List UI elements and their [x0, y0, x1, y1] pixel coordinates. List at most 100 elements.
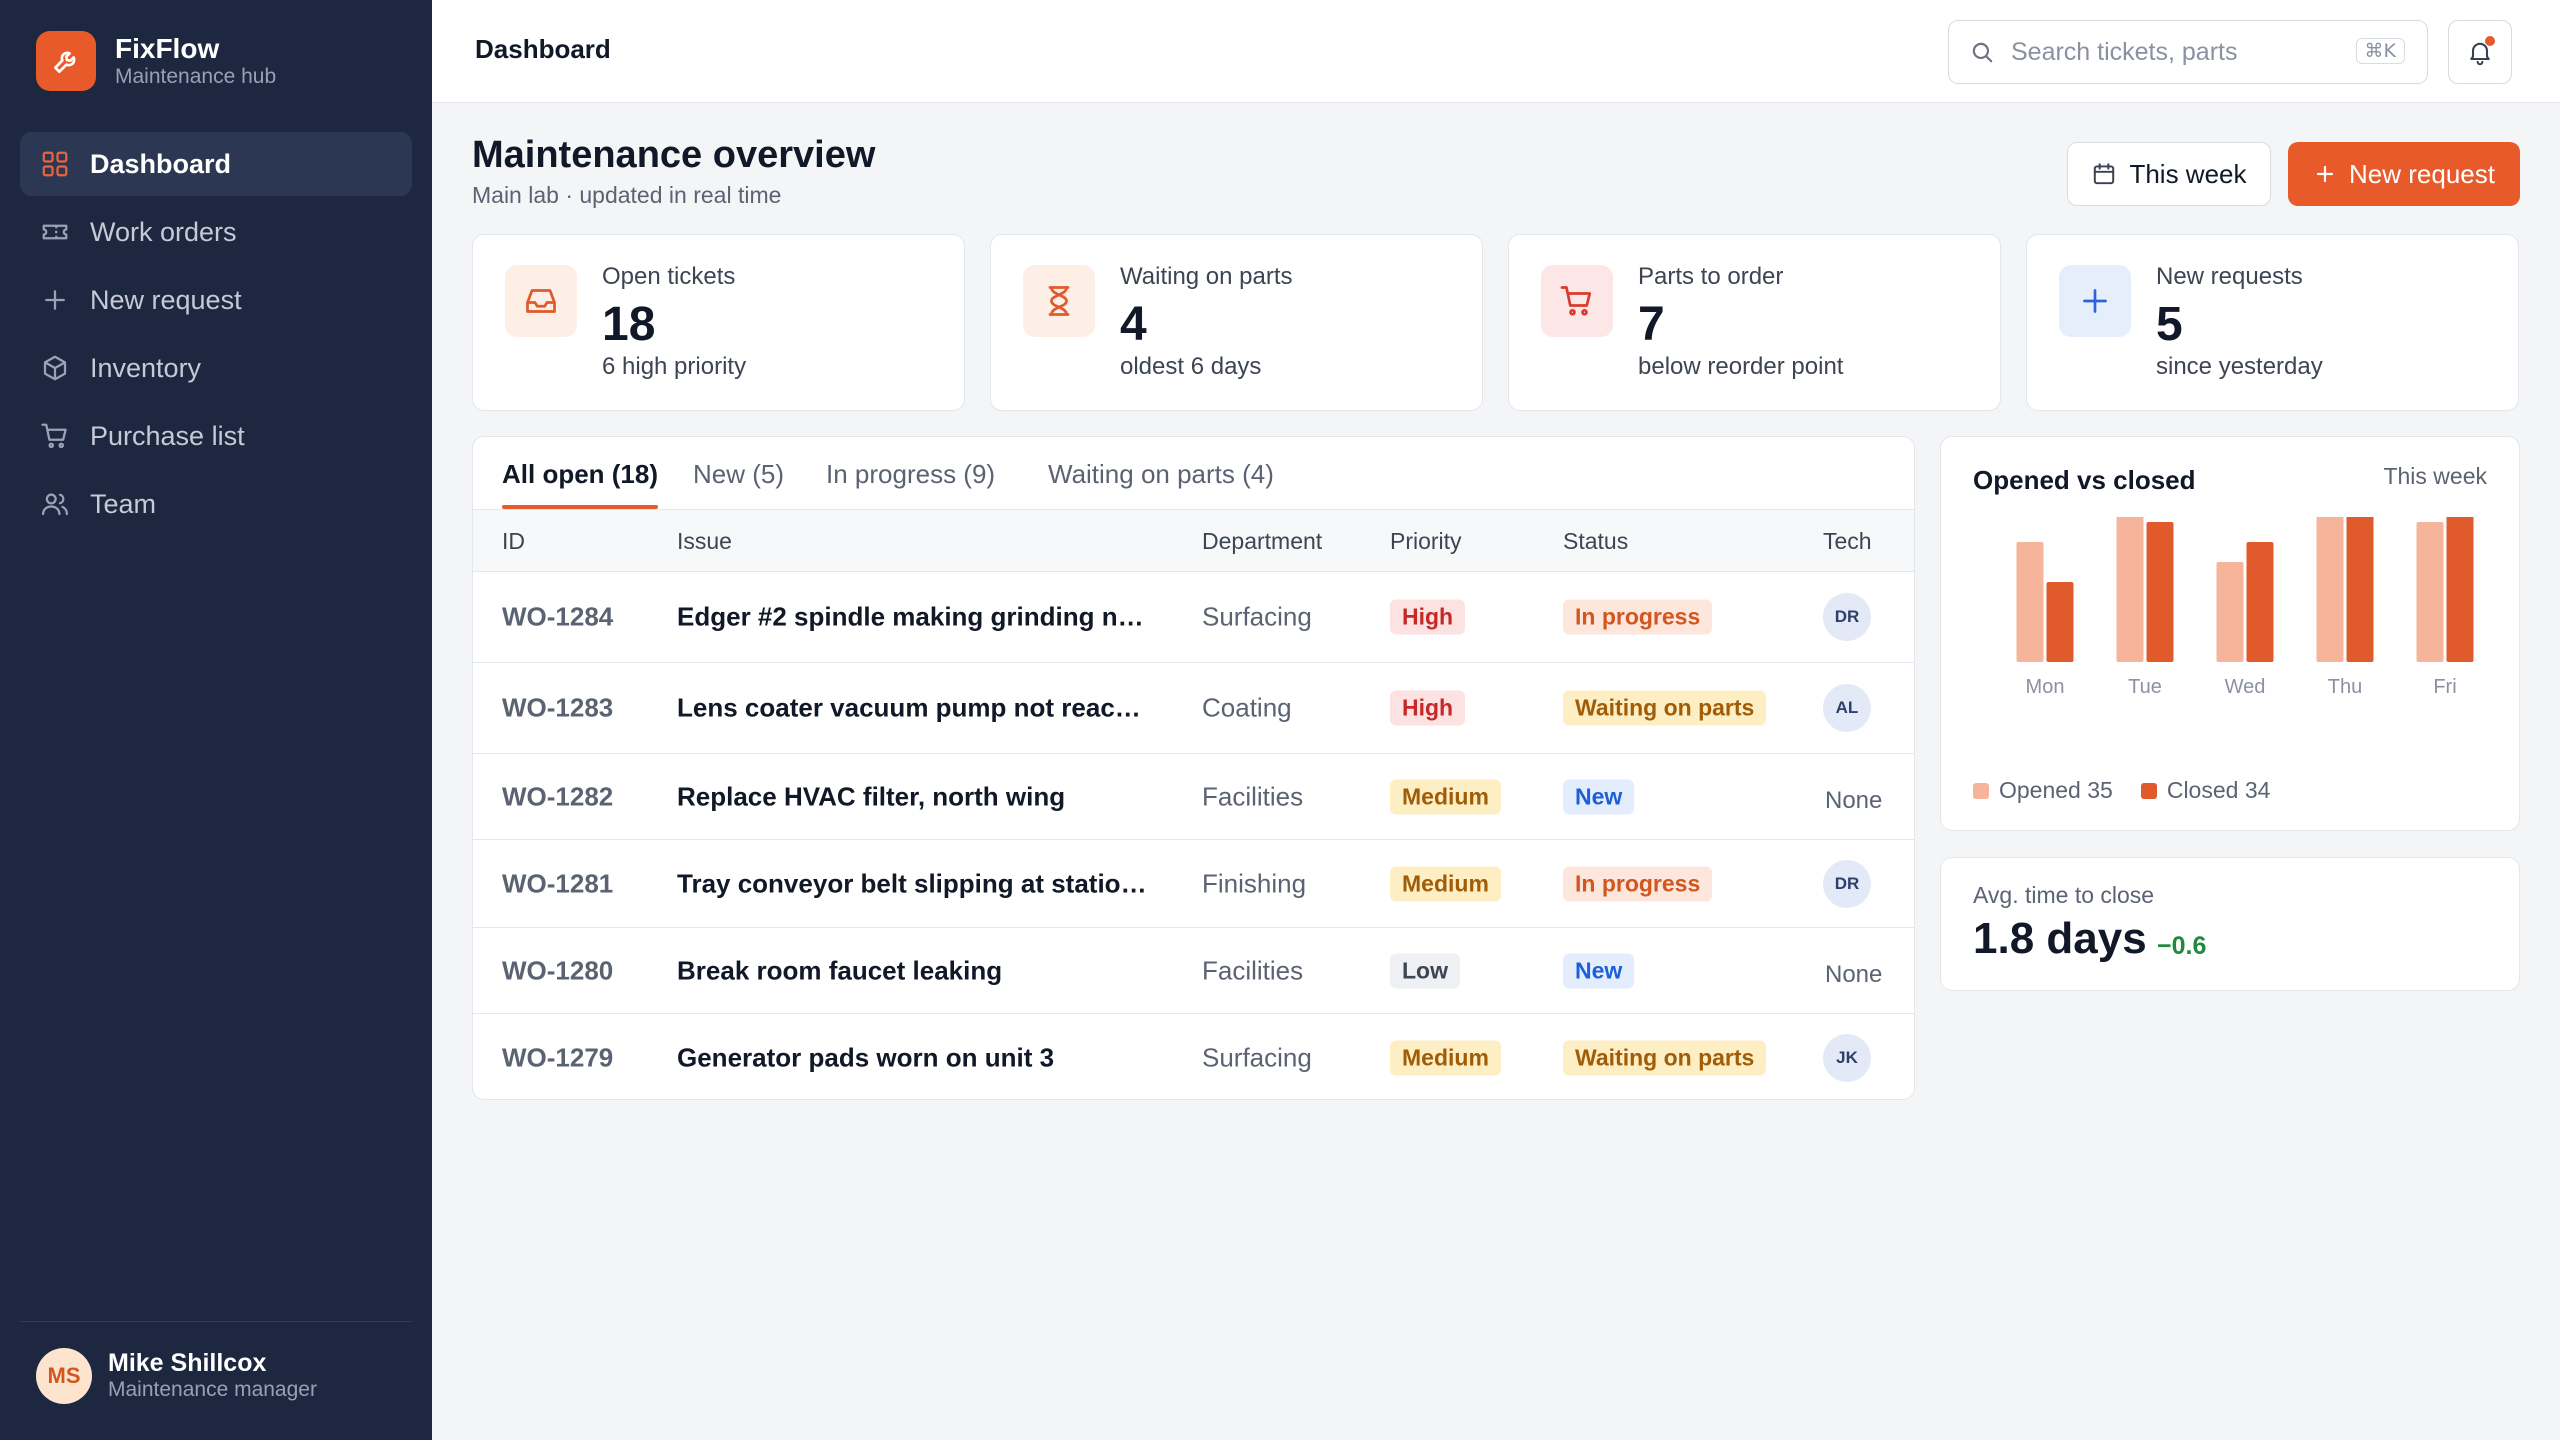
issue-title[interactable]: Replace HVAC filter, north wing [677, 781, 1066, 811]
bar-opened-wed[interactable] [2216, 562, 2244, 662]
legend-item-opened: Opened 35 [1973, 777, 2113, 804]
work-order-id[interactable]: WO-1282 [502, 781, 614, 811]
legend-label: Opened 35 [1999, 777, 2113, 803]
page-subtitle: Main lab · updated in real time [472, 182, 782, 208]
table-row[interactable]: WO-1282 Replace HVAC filter, north wing Fa… [473, 754, 1914, 840]
column-header-issue[interactable]: Issue [677, 528, 732, 554]
table-row[interactable]: WO-1280 Break room faucet leaking Faciliti… [473, 928, 1914, 1014]
work-order-id[interactable]: WO-1279 [502, 1042, 614, 1072]
brand[interactable]: FixFlow Maintenance hub [36, 31, 276, 91]
chart-range[interactable]: This week [2383, 463, 2487, 489]
priority-badge: Medium [1390, 866, 1501, 901]
stat-sub: 6 high priority [602, 353, 747, 380]
bar-closed-thu[interactable] [2346, 517, 2374, 662]
grid-icon [42, 151, 68, 177]
bar-closed-fri[interactable] [2446, 517, 2474, 662]
box-icon [43, 355, 67, 381]
search-box[interactable]: ⌘K [1948, 20, 2428, 84]
hourglass-icon [1023, 265, 1095, 337]
sidebar-item-dashboard[interactable]: Dashboard [20, 132, 412, 196]
bar-closed-mon[interactable] [2046, 582, 2074, 662]
plus-icon [2316, 165, 2334, 183]
work-order-id[interactable]: WO-1284 [502, 601, 614, 632]
page-title: Maintenance overview [472, 134, 876, 176]
table-row[interactable]: WO-1281 Tray conveyor belt slipping at st… [473, 840, 1914, 928]
tab-new[interactable]: New (5) [693, 459, 785, 489]
issue-title[interactable]: Edger #2 spindle making grinding noise [677, 601, 1147, 632]
sidebar-item-label: Dashboard [90, 148, 232, 179]
sidebar-item-purchase-list[interactable]: Purchase list [20, 404, 412, 468]
stat-sub: oldest 6 days [1120, 353, 1262, 380]
bar-opened-thu[interactable] [2316, 517, 2344, 662]
bar-closed-tue[interactable] [2146, 522, 2174, 662]
priority-badge: High [1390, 690, 1466, 726]
user-profile[interactable]: MS Mike Shillcox Maintenance manager [36, 1348, 317, 1404]
calendar-icon [2094, 163, 2115, 185]
department: Facilities [1202, 955, 1304, 985]
bar-opened-tue[interactable] [2116, 517, 2144, 662]
bar-opened-mon[interactable] [2016, 542, 2044, 662]
column-header-status[interactable]: Status [1563, 528, 1629, 554]
issue-title[interactable]: Lens coater vacuum pump not reaching pre… [677, 692, 1147, 723]
tab-waiting-on-parts[interactable]: Waiting on parts (4) [1048, 459, 1274, 489]
department: Coating [1202, 692, 1292, 723]
work-order-id[interactable]: WO-1281 [502, 868, 614, 898]
ticket-icon [42, 224, 68, 240]
avg-delta: −0.6 [2157, 932, 2207, 960]
sidebar-item-label: Team [90, 488, 157, 519]
tech-unassigned: None [1825, 786, 1883, 814]
tech-avatar[interactable]: JK [1823, 1033, 1871, 1082]
work-order-id[interactable]: WO-1280 [502, 955, 614, 985]
bar-opened-fri[interactable] [2416, 522, 2444, 662]
column-header-priority[interactable]: Priority [1390, 528, 1462, 554]
legend-item-closed: Closed 34 [2140, 777, 2270, 804]
sidebar-item-team[interactable]: Team [20, 472, 412, 536]
date-range-button[interactable]: This week [2067, 142, 2271, 206]
table-row[interactable]: WO-1283 Lens coater vacuum pump not reach… [473, 663, 1914, 754]
status-tabs: All open (18) New (5) In progress (9) Wa… [473, 437, 1914, 510]
tech-unassigned: None [1825, 960, 1883, 988]
avatar: MS [36, 1348, 92, 1404]
search-input[interactable] [2011, 37, 2331, 67]
issue-title[interactable]: Tray conveyor belt slipping at station 4 [677, 868, 1147, 898]
sidebar-item-inventory[interactable]: Inventory [20, 336, 412, 400]
topbar-title: Dashboard [475, 34, 611, 64]
stat-card-new-requests[interactable]: New requests 5 since yesterday [2026, 234, 2519, 411]
wrench-icon [36, 31, 96, 91]
work-order-id[interactable]: WO-1283 [502, 692, 614, 723]
stat-card-parts-to-order[interactable]: Parts to order 7 below reorder point [1508, 234, 2001, 411]
sidebar-item-label: Purchase list [90, 420, 245, 451]
department: Surfacing [1202, 601, 1312, 632]
stat-card-open-tickets[interactable]: Open tickets 18 6 high priority [472, 234, 965, 411]
bell-icon [2470, 42, 2490, 66]
tab-in-progress[interactable]: In progress (9) [826, 459, 996, 489]
brand-name: FixFlow [115, 33, 220, 64]
stat-label: New requests [2156, 263, 2303, 290]
plus-icon [45, 290, 65, 310]
inbox-icon [505, 265, 577, 337]
cart-icon [41, 423, 67, 449]
status-badge: Waiting on parts [1563, 690, 1767, 726]
stat-value: 5 [2156, 298, 2183, 351]
stat-card-waiting-on-parts[interactable]: Waiting on parts 4 oldest 6 days [990, 234, 1483, 411]
tech-avatar[interactable]: AL [1823, 684, 1871, 732]
column-header-tech[interactable]: Tech [1823, 528, 1872, 554]
tech-avatar[interactable]: DR [1823, 593, 1871, 641]
new-request-button[interactable]: New request [2288, 142, 2520, 206]
issue-title[interactable]: Generator pads worn on unit 3 [677, 1042, 1055, 1072]
search-icon [1972, 42, 1993, 63]
notification-dot [2485, 36, 2495, 46]
tech-avatar[interactable]: DR [1823, 859, 1871, 908]
column-header-department[interactable]: Department [1202, 528, 1323, 554]
column-header-id[interactable]: ID [502, 528, 525, 554]
table-row[interactable]: WO-1284 Edger #2 spindle making grinding … [473, 572, 1914, 663]
sidebar-item-new-request[interactable]: New request [20, 268, 412, 332]
table-row[interactable]: WO-1279 Generator pads worn on unit 3 Surf… [473, 1014, 1914, 1099]
search-shortcut: ⌘K [2355, 38, 2405, 64]
stat-label: Parts to order [1638, 263, 1784, 290]
notifications-button[interactable] [2448, 20, 2512, 84]
sidebar-item-work-orders[interactable]: Work orders [20, 200, 412, 264]
tab-all-open[interactable]: All open (18) [502, 459, 659, 509]
issue-title[interactable]: Break room faucet leaking [677, 955, 1003, 985]
bar-closed-wed[interactable] [2246, 542, 2274, 662]
